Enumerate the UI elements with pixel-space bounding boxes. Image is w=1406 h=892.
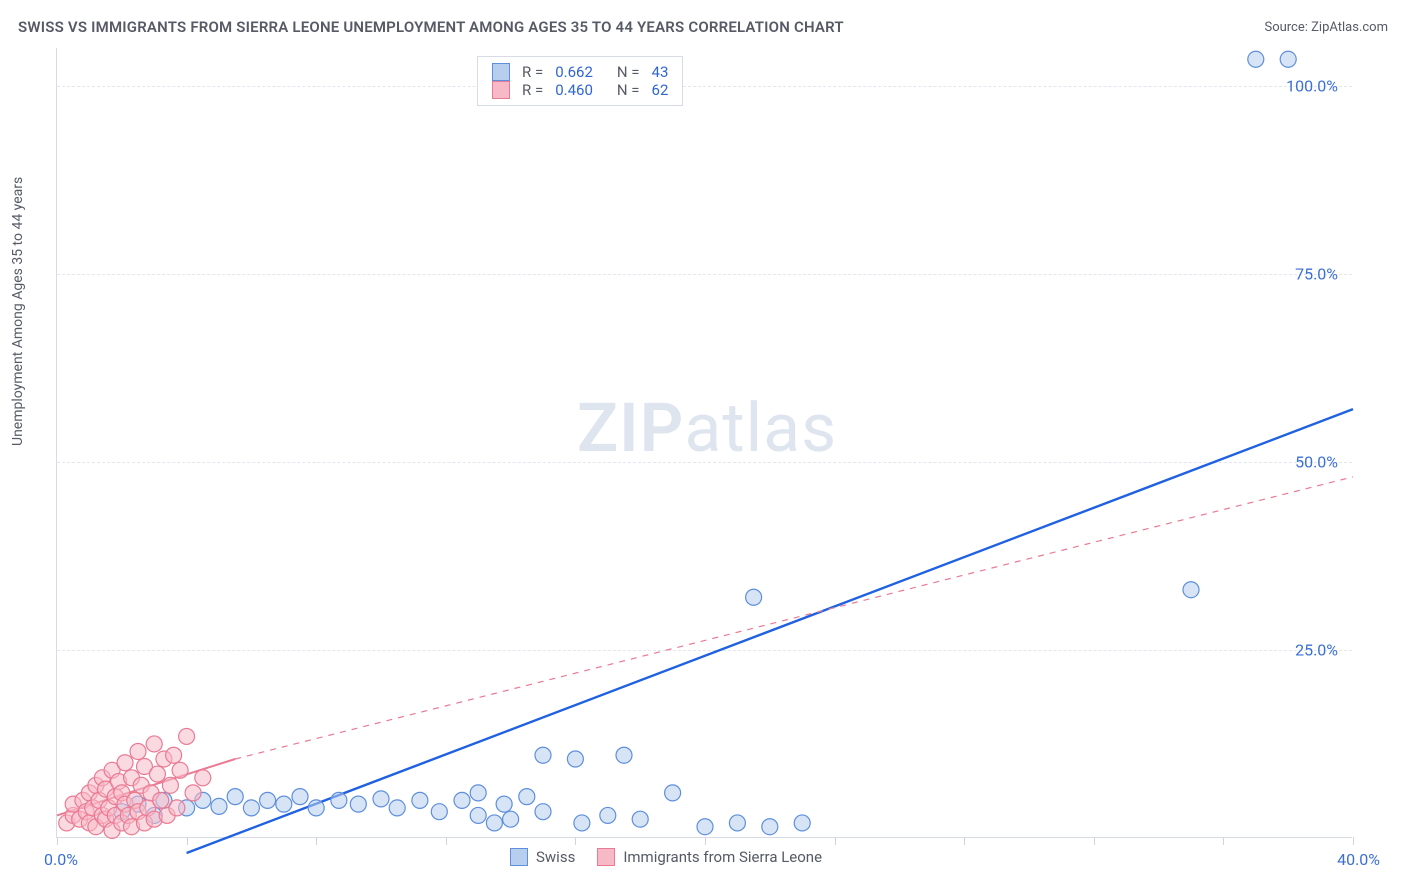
data-point: [431, 804, 447, 820]
data-point: [211, 798, 227, 814]
x-tick: [187, 837, 188, 845]
x-tick: [1094, 837, 1095, 845]
source-label: Source: ZipAtlas.com: [1264, 20, 1388, 35]
data-point: [486, 815, 502, 831]
data-point: [373, 791, 389, 807]
data-point: [503, 811, 519, 827]
data-point: [470, 807, 486, 823]
legend-swatch: [492, 63, 510, 81]
trend-line-dashed: [235, 477, 1353, 759]
data-point: [185, 785, 201, 801]
data-point: [1280, 51, 1296, 67]
data-point: [308, 800, 324, 816]
n-value: 62: [652, 81, 669, 99]
series-label: Swiss: [536, 848, 575, 866]
n-label: N =: [617, 81, 640, 99]
x-tick: [1353, 837, 1354, 845]
x-tick: [575, 837, 576, 845]
data-point: [1248, 51, 1264, 67]
data-point: [292, 789, 308, 805]
scatter-svg: [57, 48, 1352, 837]
data-point: [117, 755, 133, 771]
x-tick: [316, 837, 317, 845]
data-point: [535, 747, 551, 763]
data-point: [535, 804, 551, 820]
data-point: [166, 747, 182, 763]
correlation-legend-row: R = 0.662 N = 43: [492, 63, 668, 81]
data-point: [130, 743, 146, 759]
r-label: R =: [522, 81, 543, 99]
data-point: [1183, 582, 1199, 598]
data-point: [162, 777, 178, 793]
chart-title: SWISS VS IMMIGRANTS FROM SIERRA LEONE UN…: [18, 18, 844, 36]
legend-swatch: [510, 848, 528, 866]
data-point: [153, 792, 169, 808]
data-point: [412, 792, 428, 808]
data-point: [179, 728, 195, 744]
data-point: [496, 796, 512, 812]
data-point: [632, 811, 648, 827]
data-point: [146, 736, 162, 752]
correlation-legend-row: R = 0.460 N = 62: [492, 81, 668, 99]
x-tick: [705, 837, 706, 845]
y-axis-label: Unemployment Among Ages 35 to 44 years: [10, 177, 26, 446]
x-tick: [964, 837, 965, 845]
data-point: [454, 792, 470, 808]
data-point: [665, 785, 681, 801]
r-value: 0.460: [555, 81, 593, 99]
data-point: [762, 819, 778, 835]
data-point: [389, 800, 405, 816]
series-legend-item: Swiss: [510, 848, 575, 866]
data-point: [227, 789, 243, 805]
data-point: [616, 747, 632, 763]
series-legend-item: Immigrants from Sierra Leone: [597, 848, 822, 866]
data-point: [519, 789, 535, 805]
series-label: Immigrants from Sierra Leone: [623, 848, 822, 866]
data-point: [243, 800, 259, 816]
data-point: [567, 751, 583, 767]
trend-line: [187, 409, 1353, 853]
plot-area: ZIPatlas 25.0%50.0%75.0%100.0% R =0.662N…: [56, 48, 1352, 838]
n-value: 43: [652, 63, 669, 81]
correlation-legend: R = 0.662 N = 43 R = 0.460 N = 62: [477, 56, 683, 106]
data-point: [746, 589, 762, 605]
data-point: [470, 785, 486, 801]
data-point: [276, 796, 292, 812]
data-point: [697, 819, 713, 835]
data-point: [172, 762, 188, 778]
data-point: [149, 766, 165, 782]
legend-swatch: [597, 848, 615, 866]
data-point: [260, 792, 276, 808]
x-tick: [835, 837, 836, 845]
legend-swatch: [492, 81, 510, 99]
data-point: [794, 815, 810, 831]
data-point: [600, 807, 616, 823]
n-label: N =: [617, 63, 640, 81]
r-value: 0.662: [555, 63, 593, 81]
origin-label: 0.0%: [44, 850, 78, 869]
data-point: [574, 815, 590, 831]
x-tick: [57, 837, 58, 845]
x-tick: [1223, 837, 1224, 845]
data-point: [195, 770, 211, 786]
x-tick: [446, 837, 447, 845]
r-label: R =: [522, 63, 543, 81]
xmax-label: 40.0%: [1337, 850, 1380, 869]
data-point: [169, 800, 185, 816]
data-point: [350, 796, 366, 812]
data-point: [729, 815, 745, 831]
data-point: [331, 792, 347, 808]
series-legend: Swiss Immigrants from Sierra Leone: [510, 848, 822, 866]
